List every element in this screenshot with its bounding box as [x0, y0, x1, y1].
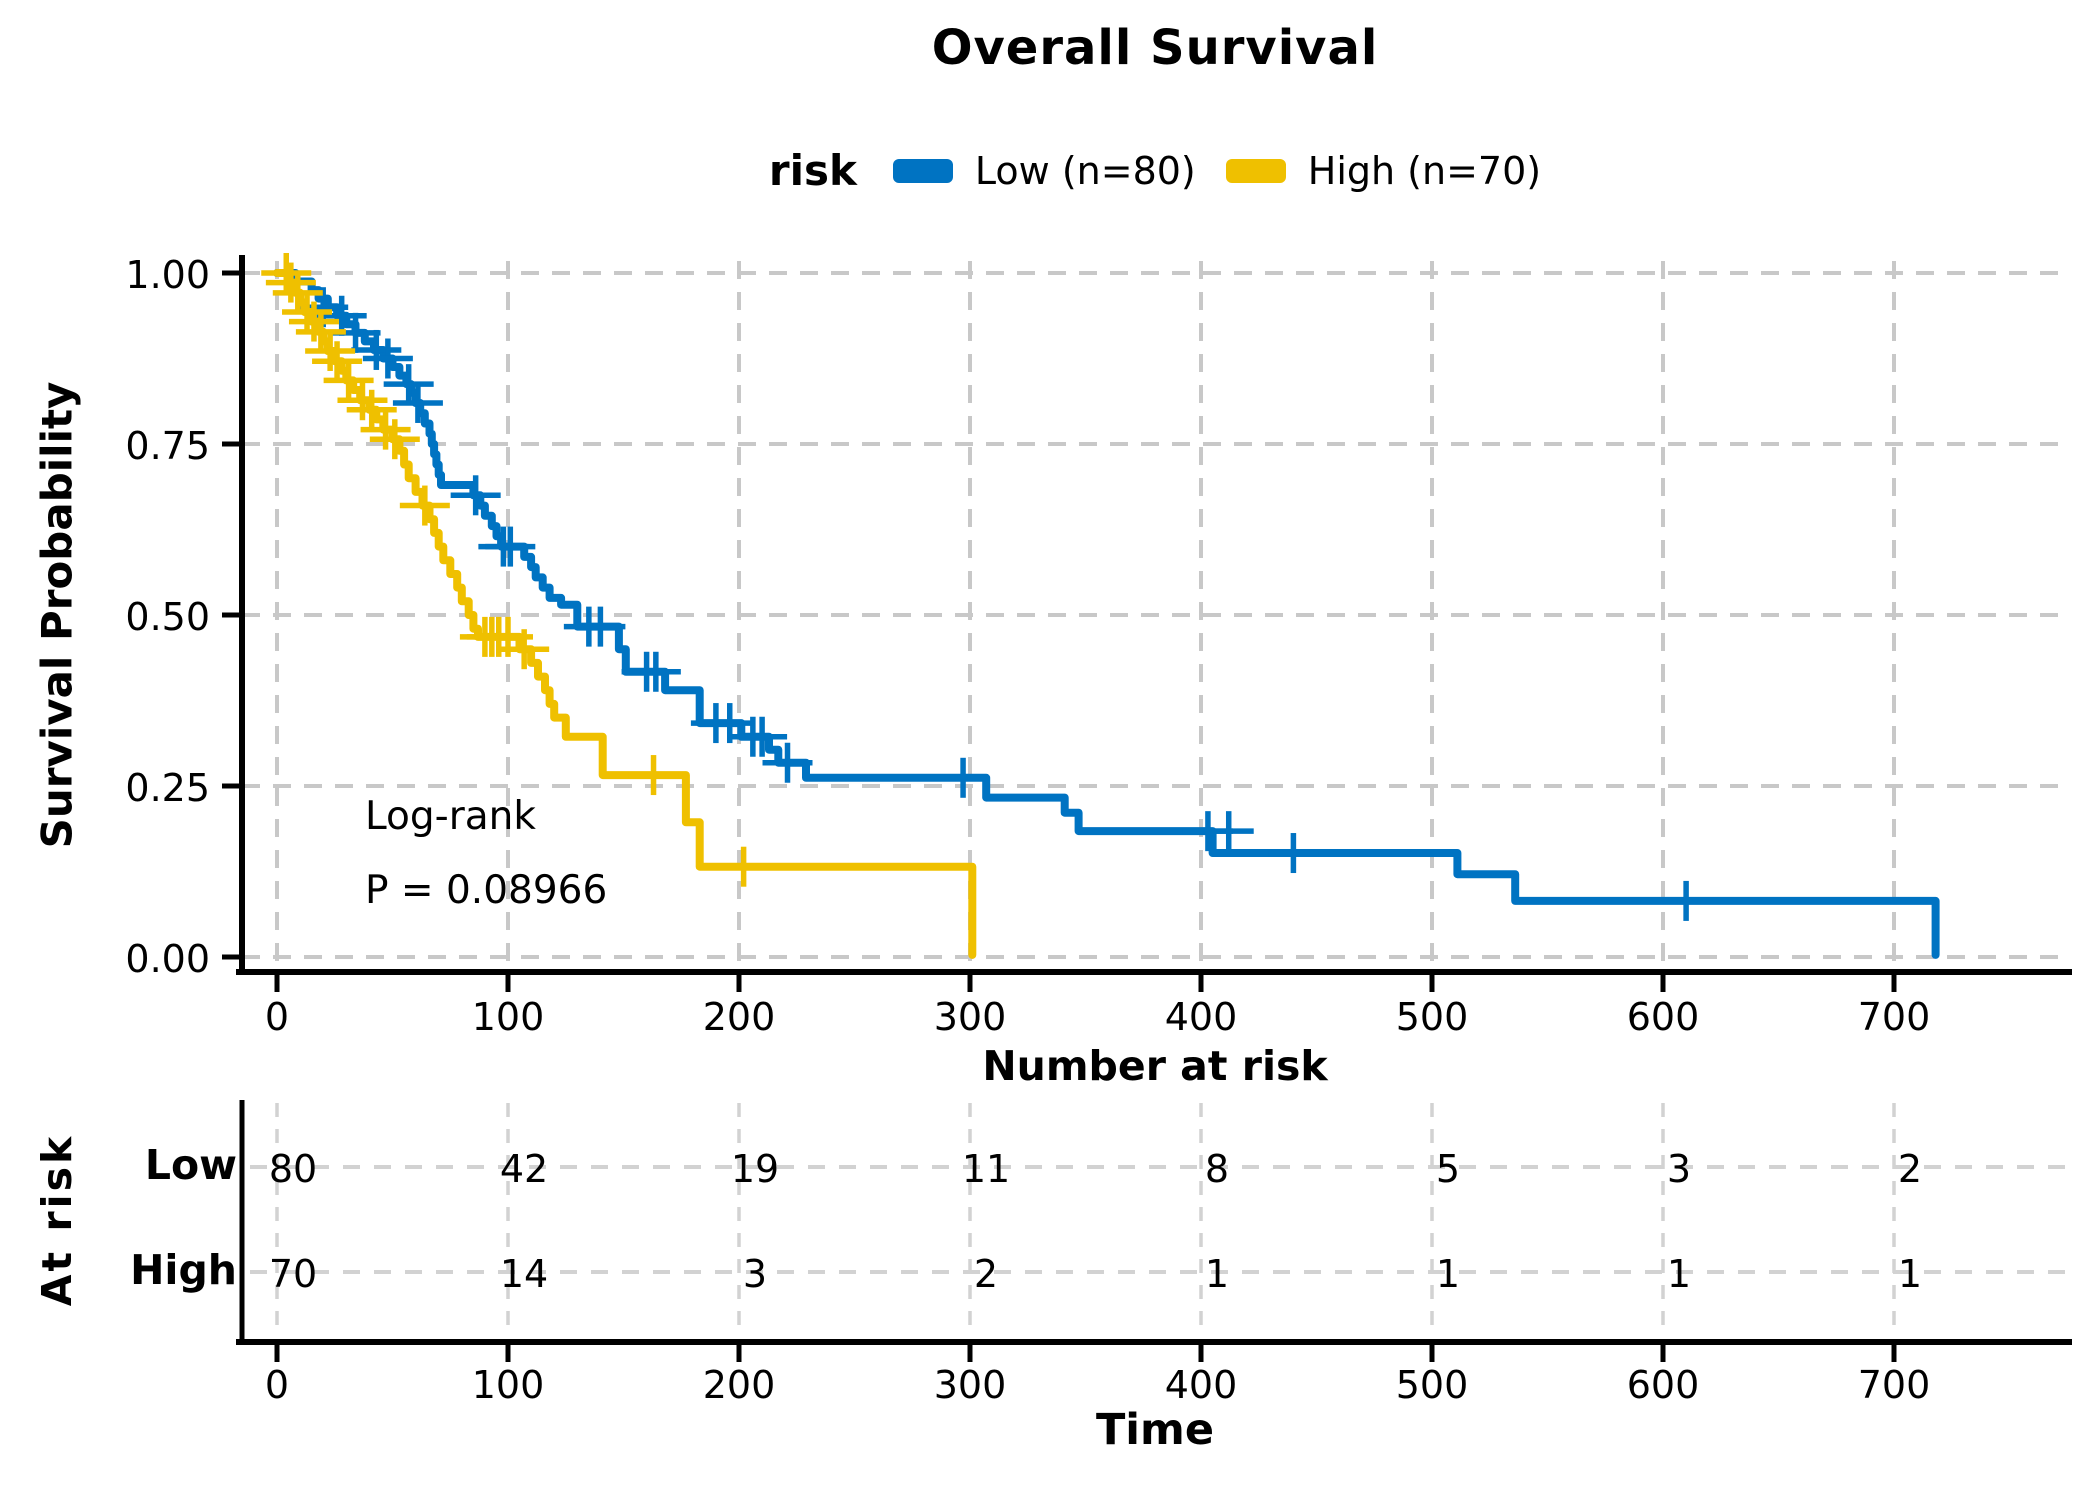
risk-count: 5	[1436, 1147, 1460, 1191]
risk-x-tick-label: 400	[1165, 1363, 1238, 1407]
x-tick-label: 200	[703, 995, 776, 1039]
y-axis-label: Survival Probability	[32, 381, 82, 849]
legend-swatch-high-icon	[1225, 158, 1286, 183]
x-tick-label: 400	[1165, 995, 1238, 1039]
risk-count: 3	[1667, 1147, 1691, 1191]
risk-count: 1	[1436, 1252, 1460, 1296]
risk-x-tick-label: 300	[934, 1363, 1007, 1407]
legend-item-high: High (n=70)	[1225, 148, 1542, 193]
legend-title: risk	[768, 146, 857, 195]
risk-x-tick-label: 100	[472, 1363, 545, 1407]
legend: risk Low (n=80) High (n=70)	[210, 146, 2100, 195]
risk-row-label-low: Low	[144, 1141, 237, 1190]
risk-x-tick-label: 500	[1396, 1363, 1469, 1407]
y-tick-label: 1.00	[125, 253, 210, 297]
risk-x-tick-label: 700	[1858, 1363, 1931, 1407]
logrank-label: Log-rank	[365, 794, 536, 839]
risk-count: 19	[731, 1147, 779, 1191]
risk-count: 11	[962, 1147, 1010, 1191]
logrank-annotation: Log-rank P = 0.08966	[365, 780, 607, 928]
plot-title: Overall Survival	[931, 20, 1379, 76]
risk-count: 3	[743, 1252, 767, 1296]
risk-table-title: Number at risk	[982, 1042, 1328, 1090]
risk-x-tick-label: 600	[1627, 1363, 1700, 1407]
x-tick-label: 700	[1858, 995, 1931, 1039]
risk-count: 80	[269, 1147, 317, 1191]
x-tick-label: 300	[934, 995, 1007, 1039]
y-tick-label: 0.25	[125, 766, 210, 810]
risk-x-tick-label: 0	[265, 1363, 289, 1407]
x-tick-label: 0	[265, 995, 289, 1039]
risk-x-tick-label: 200	[703, 1363, 776, 1407]
x-tick-label: 600	[1627, 995, 1700, 1039]
risk-count: 1	[1205, 1252, 1229, 1296]
risk-table-y-label: At risk	[33, 1133, 81, 1307]
legend-item-low: Low (n=80)	[892, 148, 1196, 193]
risk-count: 70	[269, 1252, 317, 1296]
risk-count: 8	[1205, 1147, 1229, 1191]
pvalue-label: P = 0.08966	[365, 868, 608, 913]
risk-count: 42	[500, 1147, 548, 1191]
x-axis-label: Time	[1095, 1405, 1215, 1455]
x-tick-label: 500	[1396, 995, 1469, 1039]
y-tick-label: 0.00	[125, 937, 210, 981]
y-tick-label: 0.75	[125, 424, 210, 468]
legend-swatch-low-icon	[892, 158, 953, 183]
y-tick-label: 0.50	[125, 595, 210, 639]
risk-row-label-high: High	[130, 1246, 237, 1295]
legend-label-high: High (n=70)	[1307, 148, 1542, 193]
risk-count: 2	[974, 1252, 998, 1296]
legend-label-low: Low (n=80)	[974, 148, 1196, 193]
risk-count: 1	[1898, 1252, 1922, 1296]
x-tick-label: 100	[472, 995, 545, 1039]
risk-count: 2	[1898, 1147, 1922, 1191]
risk-count: 1	[1667, 1252, 1691, 1296]
risk-count: 14	[500, 1252, 548, 1296]
